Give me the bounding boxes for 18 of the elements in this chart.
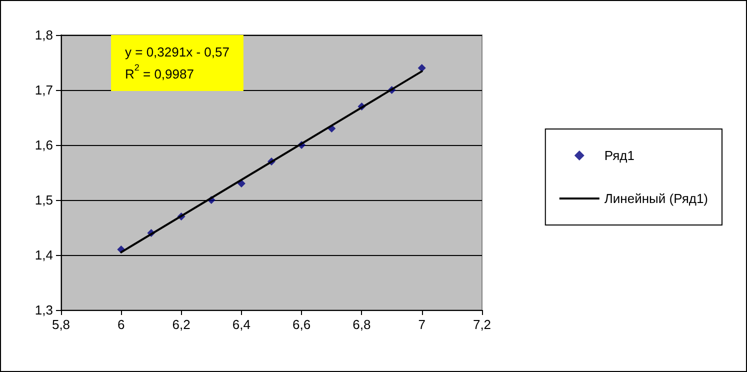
- point: [418, 64, 426, 72]
- x-tick-label: 6,2: [172, 317, 190, 332]
- y-tick-label: 1,4: [34, 248, 53, 262]
- x-tick-label: 6,4: [232, 317, 250, 332]
- x-tick-label: 7,2: [472, 317, 492, 332]
- legend-label: Линейный (Ряд1): [604, 191, 708, 206]
- y-tick-label: 1,5: [34, 192, 53, 208]
- y-tick-label: 1,6: [34, 138, 53, 152]
- y-tick-label: 1,3: [34, 302, 53, 318]
- x-tick-label: 6,8: [352, 317, 371, 332]
- x-tick-label: 6,6: [292, 317, 311, 332]
- x-tick-label: 6: [118, 317, 125, 332]
- legend-label: Ряд1: [604, 148, 634, 163]
- annotation: y = 0,3291x - 0,57: [125, 44, 230, 60]
- y-tick-label: 1,8: [34, 28, 53, 42]
- x-tick-label: 7: [418, 317, 426, 332]
- y-tick-label: 1,7: [34, 82, 53, 98]
- x-tick-label: 5,8: [52, 317, 70, 332]
